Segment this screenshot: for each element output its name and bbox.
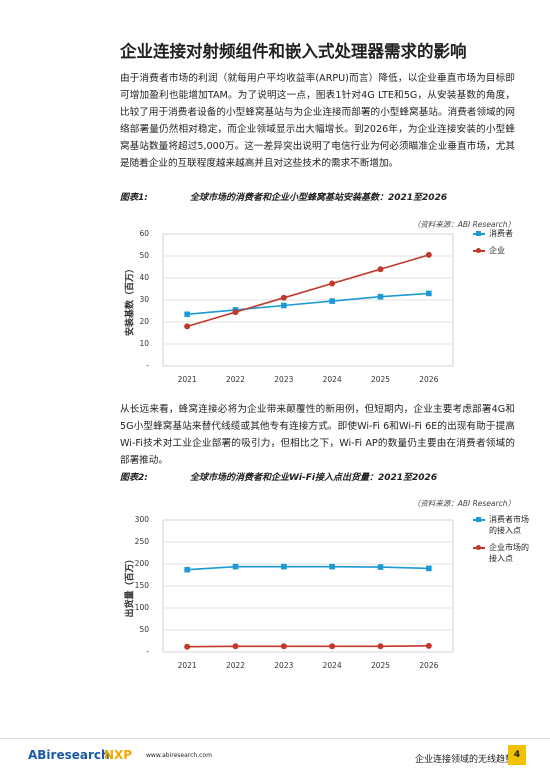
x-tick-label: 2026 <box>419 661 438 670</box>
data-point <box>232 563 239 570</box>
data-point <box>281 563 287 570</box>
legend-label: 消费者 <box>489 229 513 238</box>
data-point <box>280 643 287 650</box>
y-tick-label: 60 <box>139 229 149 238</box>
y-tick-label: 10 <box>139 339 149 348</box>
legend-marker <box>476 517 481 522</box>
footer-rule <box>0 738 550 739</box>
figure-source: （资料来源：ABI Research） <box>412 499 515 508</box>
data-point <box>184 643 191 650</box>
chart-svg: - 50 100 150 200 250 300 出货量（百万） 2021 2022 2023 202… <box>124 515 454 670</box>
x-tick-label: 2025 <box>371 661 390 670</box>
x-tick-label: 2026 <box>419 375 438 384</box>
legend: 消费者市场的接入点 企业市场的接入点 <box>473 514 529 570</box>
legend: 消费者 企业 <box>473 228 529 262</box>
x-tick-label: 2021 <box>178 375 197 384</box>
legend-label: 企业市场的接入点 <box>489 543 529 563</box>
x-tick-label: 2025 <box>371 375 390 384</box>
figure-caption: 全球市场的消费者和企业Wi-Fi接入点出货量：2021至2026 <box>190 473 438 483</box>
y-tick-label: 100 <box>135 603 150 612</box>
data-point <box>329 298 335 304</box>
data-point <box>425 642 432 649</box>
logo: NXP <box>104 748 133 762</box>
legend-item: 企业市场的接入点 <box>473 542 529 564</box>
figure-source: （资料来源：ABI Research） <box>412 220 515 229</box>
data-point <box>184 566 190 573</box>
legend-item: 消费者 <box>473 228 529 239</box>
legend-marker <box>476 248 481 253</box>
x-tick-label: 2023 <box>274 375 293 384</box>
legend-item: 消费者市场的接入点 <box>473 514 529 536</box>
data-point <box>425 251 432 258</box>
y-tick-label: 300 <box>135 515 150 524</box>
figure-label: 图表1: <box>120 193 148 203</box>
y-tick-label: 250 <box>135 537 150 546</box>
y-tick-label: 40 <box>139 273 149 282</box>
figure-caption: 全球市场的消费者和企业小型蜂窝基站安装基数：2021至2026 <box>190 193 448 203</box>
data-point <box>426 290 432 297</box>
title: 企业连接对射频组件和嵌入式处理器需求的影响 <box>120 42 467 61</box>
series-line <box>187 292 429 316</box>
data-point <box>232 309 239 316</box>
data-point <box>329 643 336 650</box>
y-axis-title: 安装基数（百万） <box>124 264 136 336</box>
legend-item: 企业 <box>473 245 529 256</box>
logo: ABiresearch. <box>28 748 115 762</box>
x-tick-label: 2021 <box>178 661 197 670</box>
data-point <box>329 280 336 287</box>
x-tick-label: 2024 <box>323 661 342 670</box>
chart: - 10 20 30 40 50 60 安装基数（百万） 2021 2022 2023 2024 202… <box>118 226 528 391</box>
y-tick-label: 200 <box>135 559 150 568</box>
data-point <box>184 323 191 330</box>
x-tick-label: 2022 <box>226 375 245 384</box>
y-axis-title: 出货量（百万） <box>124 554 136 617</box>
data-point <box>377 293 384 300</box>
y-tick-label: - <box>146 647 149 656</box>
doc-title: 企业连接领域的无线趋势 <box>415 755 515 765</box>
data-point <box>184 311 190 318</box>
y-tick-label: 50 <box>139 625 149 634</box>
legend-marker <box>476 231 481 236</box>
data-point <box>377 643 384 650</box>
data-point <box>377 266 384 273</box>
figure-label: 图表2: <box>120 473 148 483</box>
page-number: 4 <box>508 745 526 765</box>
x-tick-label: 2024 <box>323 375 342 384</box>
paragraph: 从长远来看，蜂窝连接必将为企业带来颠覆性的新用例，但短期内，企业主要考虑部署4G… <box>120 404 515 466</box>
legend-marker <box>476 545 481 550</box>
y-tick-label: 20 <box>139 317 149 326</box>
x-tick-label: 2023 <box>274 661 293 670</box>
data-point <box>329 563 335 570</box>
x-tick-label: 2022 <box>226 661 245 670</box>
chart: - 50 100 150 200 250 300 出货量（百万） 2021 2022 2023 202… <box>118 512 530 677</box>
data-point <box>281 302 287 309</box>
url: www.abiresearch.com <box>146 752 212 759</box>
chart-svg: - 10 20 30 40 50 60 安装基数（百万） 2021 2022 2023 2024 202… <box>124 229 454 384</box>
series-line <box>186 254 430 328</box>
data-point <box>280 294 287 301</box>
y-tick-label: 50 <box>139 251 149 260</box>
data-point <box>426 565 432 572</box>
data-point <box>377 564 384 570</box>
series-line <box>187 565 429 571</box>
y-tick-label: - <box>146 361 149 370</box>
y-tick-label: 150 <box>135 581 150 590</box>
y-tick-label: 30 <box>139 295 149 304</box>
legend-label: 企业 <box>489 246 505 255</box>
series-line <box>187 645 429 648</box>
paragraph: 由于消费者市场的利润（就每用户平均收益率(ARPU)而言）降低，以企业垂直市场为… <box>120 73 515 169</box>
data-point <box>232 643 239 650</box>
legend-label: 消费者市场的接入点 <box>489 515 529 535</box>
